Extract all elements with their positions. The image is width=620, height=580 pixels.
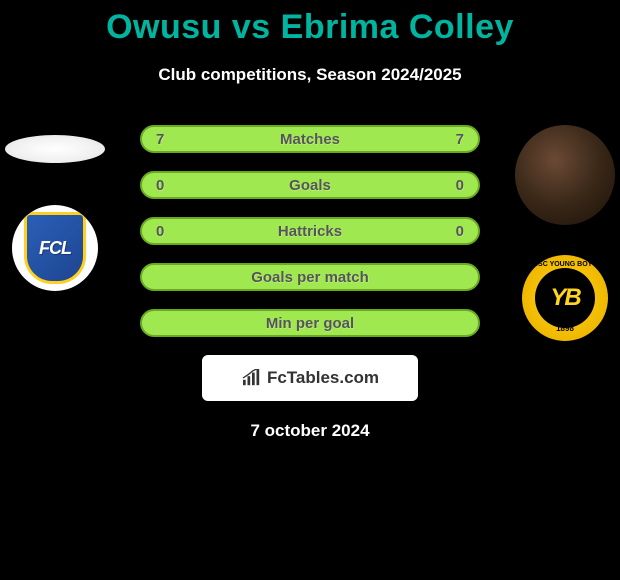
stat-label: Goals per match [251,269,369,286]
yb-badge-top-text: BSC YOUNG BOYS [533,261,597,268]
stat-row-min-per-goal: Min per goal [140,309,480,337]
brand-text: FcTables.com [267,368,379,388]
stat-right-value: 0 [452,223,464,240]
date-text: 7 october 2024 [0,421,620,441]
stat-label: Matches [280,131,340,148]
stat-label: Goals [289,177,331,194]
stat-rows: 7 Matches 7 0 Goals 0 0 Hattricks 0 Goal… [140,125,480,337]
yb-badge-text: YB [550,284,579,312]
stat-row-hattricks: 0 Hattricks 0 [140,217,480,245]
left-club-badge: FCL [12,205,98,291]
yb-badge-year: 1898 [556,324,574,333]
stat-left-value: 0 [156,223,168,240]
stat-row-goals-per-match: Goals per match [140,263,480,291]
stat-left-value: 7 [156,131,168,148]
stat-right-value: 7 [452,131,464,148]
right-club-badge: BSC YOUNG BOYS YB 1898 [522,255,608,341]
subtitle: Club competitions, Season 2024/2025 [0,65,620,85]
right-player-photo [515,125,615,225]
left-player-photo [5,135,105,163]
stat-row-matches: 7 Matches 7 [140,125,480,153]
brand-box[interactable]: FcTables.com [202,355,418,401]
stat-row-goals: 0 Goals 0 [140,171,480,199]
right-player-column: BSC YOUNG BOYS YB 1898 [510,125,620,341]
yb-circle-icon: YB [535,268,595,328]
bar-chart-icon [241,369,263,387]
page-title: Owusu vs Ebrima Colley [0,0,620,47]
stat-right-value: 0 [452,177,464,194]
left-player-column: FCL [0,125,110,291]
fcl-shield-icon: FCL [24,212,86,284]
comparison-area: FCL BSC YOUNG BOYS YB 1898 7 Matches 7 0… [0,125,620,441]
stat-left-value: 0 [156,177,168,194]
stat-label: Hattricks [278,223,342,240]
stat-label: Min per goal [266,315,354,332]
fcl-badge-text: FCL [39,238,71,259]
